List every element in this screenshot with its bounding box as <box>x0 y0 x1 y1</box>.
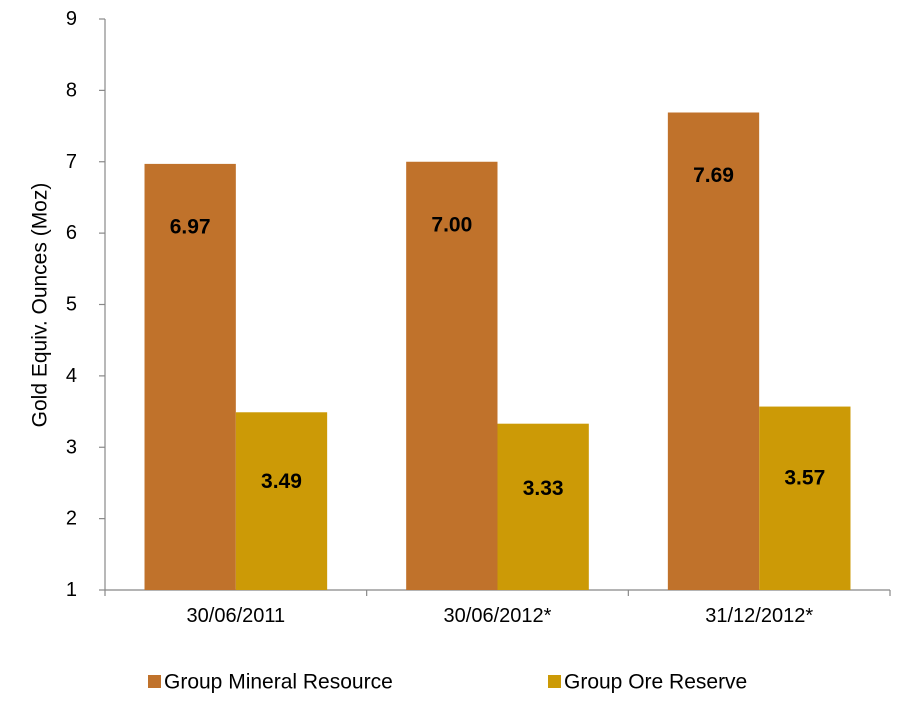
data-labels: 6.97 3.49 7.00 3.33 7.69 3.57 <box>170 164 826 500</box>
y-tick-label: 7 <box>66 151 77 173</box>
data-label: 3.49 <box>261 470 302 493</box>
legend: Group Mineral Resource Group Ore Reserve <box>148 671 747 694</box>
data-label: 7.00 <box>431 213 472 236</box>
y-tick-label: 2 <box>66 508 77 530</box>
data-label: 7.69 <box>693 164 734 187</box>
legend-label: Group Ore Reserve <box>564 671 747 694</box>
x-tick-label: 31/12/2012* <box>705 605 813 627</box>
y-axis-title: Gold Equiv. Ounces (Moz) <box>29 183 52 428</box>
legend-swatch <box>148 675 161 688</box>
bar <box>235 412 328 590</box>
y-tick-label: 8 <box>66 79 77 101</box>
bar <box>406 161 498 590</box>
y-tick-label: 3 <box>66 436 77 458</box>
x-tick-label: 30/06/2011 <box>187 605 286 627</box>
y-tick-label: 1 <box>66 579 77 601</box>
x-tick-label: 30/06/2012* <box>444 605 552 627</box>
y-tick-label: 9 <box>66 8 77 30</box>
data-label: 3.57 <box>784 467 825 490</box>
bar <box>144 163 236 591</box>
y-tick-label: 6 <box>66 222 77 244</box>
bar <box>497 423 589 590</box>
y-tick-label: 4 <box>66 365 77 387</box>
legend-label: Group Mineral Resource <box>164 671 393 694</box>
bars <box>144 112 851 591</box>
bar <box>759 406 851 590</box>
legend-swatch <box>548 675 561 688</box>
data-label: 3.33 <box>523 477 564 500</box>
bar <box>667 112 760 590</box>
x-axis: 30/06/2011 30/06/2012* 31/12/2012* <box>104 589 891 627</box>
data-label: 6.97 <box>170 215 211 238</box>
y-tick-label: 5 <box>66 294 77 316</box>
y-axis: 1 2 3 4 5 6 7 8 9 <box>66 8 106 601</box>
